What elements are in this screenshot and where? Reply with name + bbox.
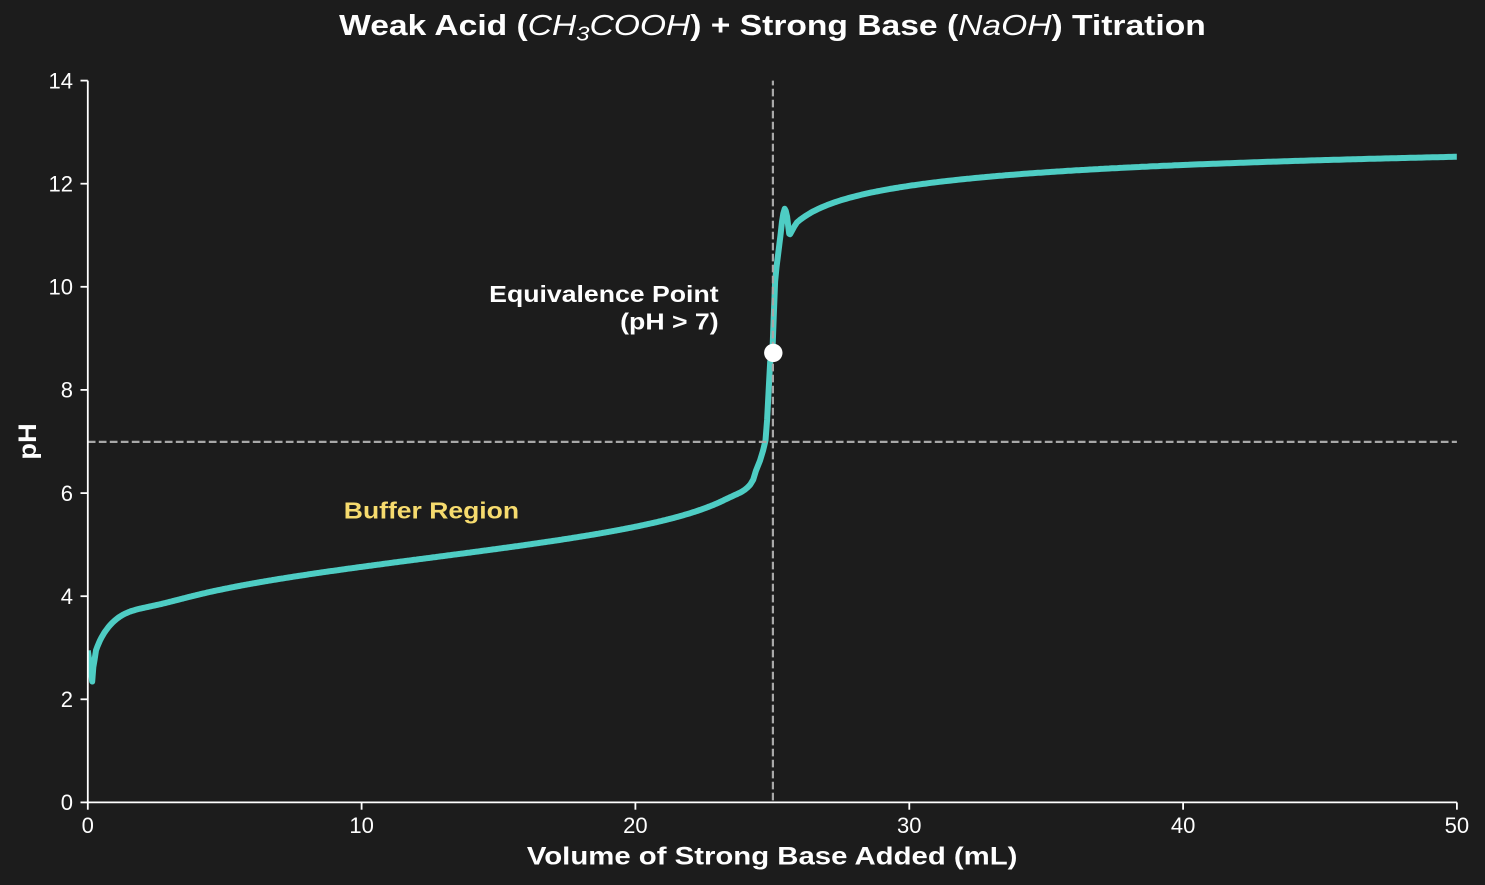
svg-text:40: 40 [1171, 813, 1195, 838]
svg-text:(pH > 7): (pH > 7) [620, 309, 718, 335]
svg-text:0: 0 [82, 813, 94, 838]
svg-text:8: 8 [61, 378, 73, 403]
svg-text:2: 2 [61, 687, 73, 712]
svg-text:10: 10 [349, 813, 373, 838]
svg-text:30: 30 [897, 813, 921, 838]
svg-text:Weak Acid (CH3COOH) + Strong B: Weak Acid (CH3COOH) + Strong Base (NaOH)… [339, 9, 1206, 45]
svg-text:Volume of Strong Base Added (m: Volume of Strong Base Added (mL) [527, 842, 1018, 870]
svg-text:14: 14 [49, 68, 73, 93]
svg-text:12: 12 [49, 171, 73, 196]
svg-text:50: 50 [1445, 813, 1469, 838]
svg-text:20: 20 [623, 813, 647, 838]
svg-text:10: 10 [49, 275, 73, 300]
svg-text:6: 6 [61, 481, 73, 506]
svg-text:Equivalence Point: Equivalence Point [489, 282, 718, 308]
svg-text:pH: pH [13, 423, 42, 459]
svg-text:0: 0 [61, 790, 73, 815]
svg-text:4: 4 [61, 584, 73, 609]
svg-text:Buffer Region: Buffer Region [344, 499, 519, 524]
